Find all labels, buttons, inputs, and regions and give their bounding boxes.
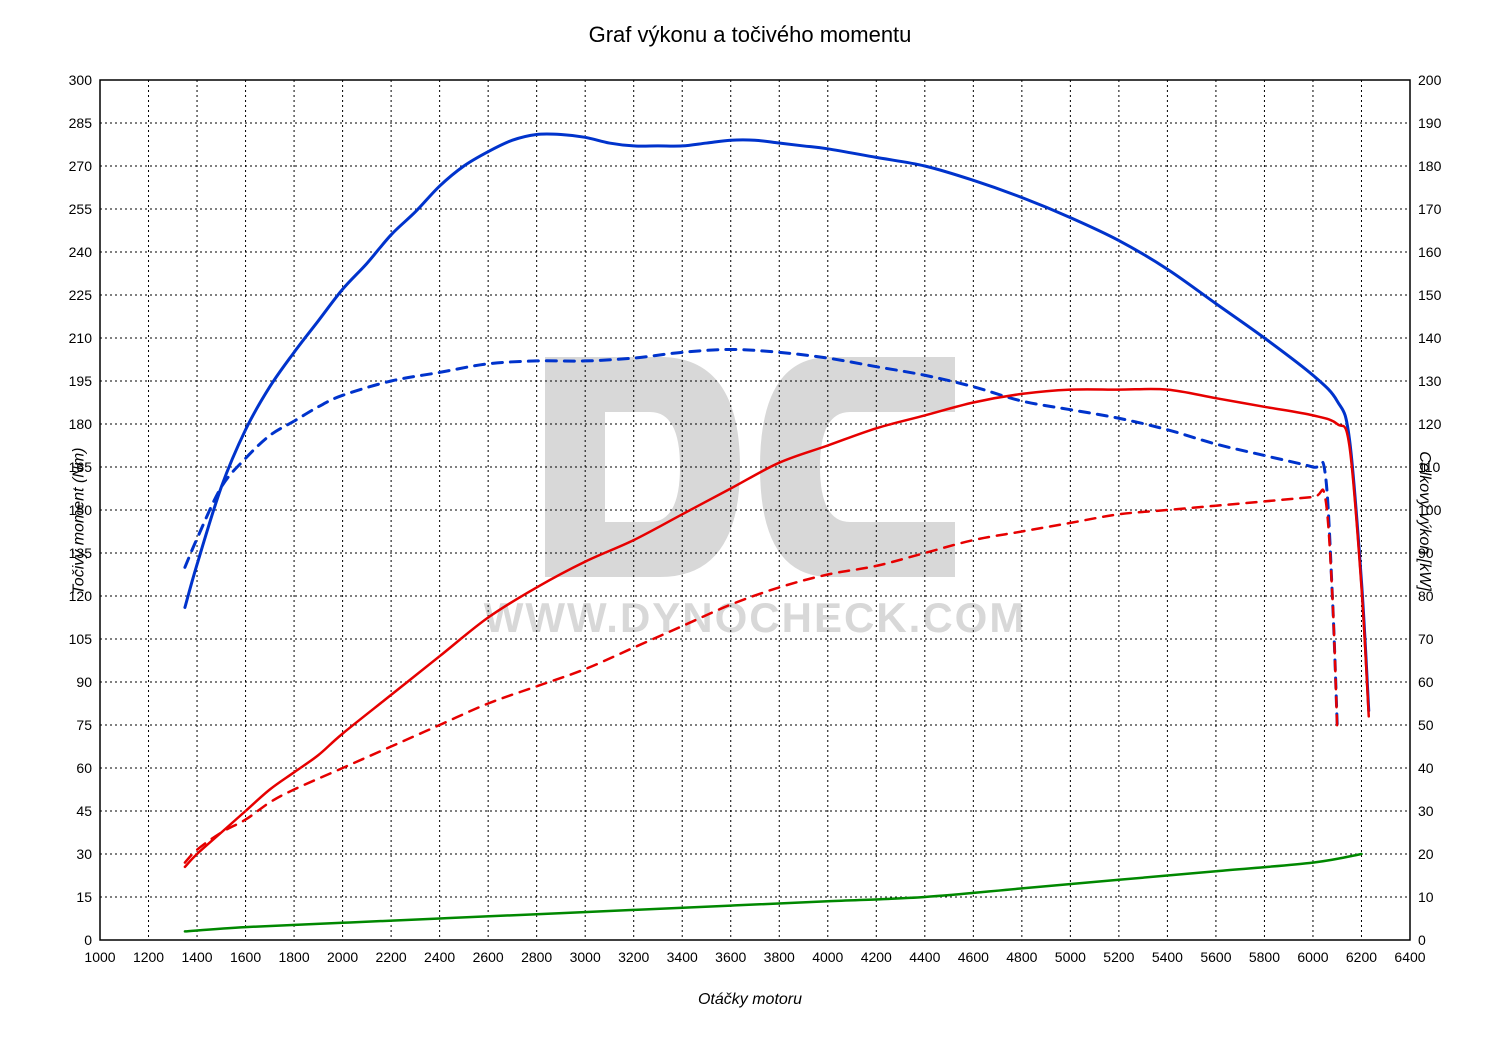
x-tick: 4800 xyxy=(1006,949,1037,965)
x-tick: 3000 xyxy=(570,949,601,965)
x-tick: 5800 xyxy=(1249,949,1280,965)
x-tick: 6400 xyxy=(1394,949,1425,965)
x-tick: 5400 xyxy=(1152,949,1183,965)
x-tick: 2800 xyxy=(521,949,552,965)
y-right-tick: 30 xyxy=(1418,803,1434,819)
y-right-tick: 190 xyxy=(1418,115,1442,131)
x-tick: 2400 xyxy=(424,949,455,965)
x-tick: 1400 xyxy=(181,949,212,965)
y-left-tick: 255 xyxy=(69,201,93,217)
y-left-tick: 240 xyxy=(69,244,93,260)
y-right-tick: 20 xyxy=(1418,846,1434,862)
chart-svg: WWW.DYNOCHECK.COM10001200140016001800200… xyxy=(0,0,1500,1041)
y-right-tick: 150 xyxy=(1418,287,1442,303)
y-left-tick: 225 xyxy=(69,287,93,303)
y-left-tick: 285 xyxy=(69,115,93,131)
x-tick: 4000 xyxy=(812,949,843,965)
y-left-tick: 150 xyxy=(69,502,93,518)
y-left-tick: 195 xyxy=(69,373,93,389)
y-right-tick: 140 xyxy=(1418,330,1442,346)
x-tick: 2600 xyxy=(473,949,504,965)
y-right-tick: 10 xyxy=(1418,889,1434,905)
y-left-tick: 75 xyxy=(76,717,92,733)
series-losses xyxy=(185,854,1362,931)
x-tick: 3400 xyxy=(667,949,698,965)
x-tick: 6200 xyxy=(1346,949,1377,965)
y-right-tick: 100 xyxy=(1418,502,1442,518)
y-right-tick: 180 xyxy=(1418,158,1442,174)
watermark-url: WWW.DYNOCHECK.COM xyxy=(484,594,1027,641)
dyno-chart: Graf výkonu a točivého momentu Točivý mo… xyxy=(0,0,1500,1041)
x-tick: 4400 xyxy=(909,949,940,965)
x-tick: 1000 xyxy=(84,949,115,965)
y-left-tick: 135 xyxy=(69,545,93,561)
x-tick: 4200 xyxy=(861,949,892,965)
y-right-tick: 160 xyxy=(1418,244,1442,260)
y-right-tick: 70 xyxy=(1418,631,1434,647)
x-tick: 2200 xyxy=(376,949,407,965)
x-tick: 1800 xyxy=(278,949,309,965)
y-left-tick: 105 xyxy=(69,631,93,647)
x-tick: 6000 xyxy=(1297,949,1328,965)
y-right-tick: 110 xyxy=(1418,459,1441,475)
y-left-tick: 90 xyxy=(76,674,92,690)
series-torque_stock xyxy=(185,349,1337,725)
y-left-tick: 120 xyxy=(69,588,93,604)
x-tick: 3200 xyxy=(618,949,649,965)
watermark: WWW.DYNOCHECK.COM xyxy=(484,357,1027,641)
y-right-tick: 130 xyxy=(1418,373,1442,389)
x-tick: 5200 xyxy=(1103,949,1134,965)
y-left-tick: 0 xyxy=(84,932,92,948)
y-right-tick: 80 xyxy=(1418,588,1434,604)
x-tick: 4600 xyxy=(958,949,989,965)
y-left-tick: 60 xyxy=(76,760,92,776)
x-tick: 3600 xyxy=(715,949,746,965)
y-right-tick: 40 xyxy=(1418,760,1434,776)
y-left-tick: 30 xyxy=(76,846,92,862)
x-tick: 1600 xyxy=(230,949,261,965)
y-right-tick: 200 xyxy=(1418,72,1442,88)
y-left-tick: 270 xyxy=(69,158,93,174)
x-tick: 3800 xyxy=(764,949,795,965)
y-right-tick: 170 xyxy=(1418,201,1442,217)
x-tick: 1200 xyxy=(133,949,164,965)
x-tick: 5600 xyxy=(1200,949,1231,965)
x-tick: 2000 xyxy=(327,949,358,965)
y-left-tick: 180 xyxy=(69,416,93,432)
y-right-tick: 60 xyxy=(1418,674,1434,690)
y-left-tick: 45 xyxy=(76,803,92,819)
series-power_stock xyxy=(185,490,1337,863)
y-right-tick: 120 xyxy=(1418,416,1442,432)
y-right-tick: 0 xyxy=(1418,932,1426,948)
y-left-tick: 210 xyxy=(69,330,93,346)
y-right-tick: 50 xyxy=(1418,717,1434,733)
grid xyxy=(100,80,1410,940)
tick-labels: 1000120014001600180020002200240026002800… xyxy=(69,72,1442,965)
y-left-tick: 300 xyxy=(69,72,93,88)
y-left-tick: 15 xyxy=(76,889,92,905)
x-tick: 5000 xyxy=(1055,949,1086,965)
y-left-tick: 165 xyxy=(69,459,93,475)
y-right-tick: 90 xyxy=(1418,545,1434,561)
